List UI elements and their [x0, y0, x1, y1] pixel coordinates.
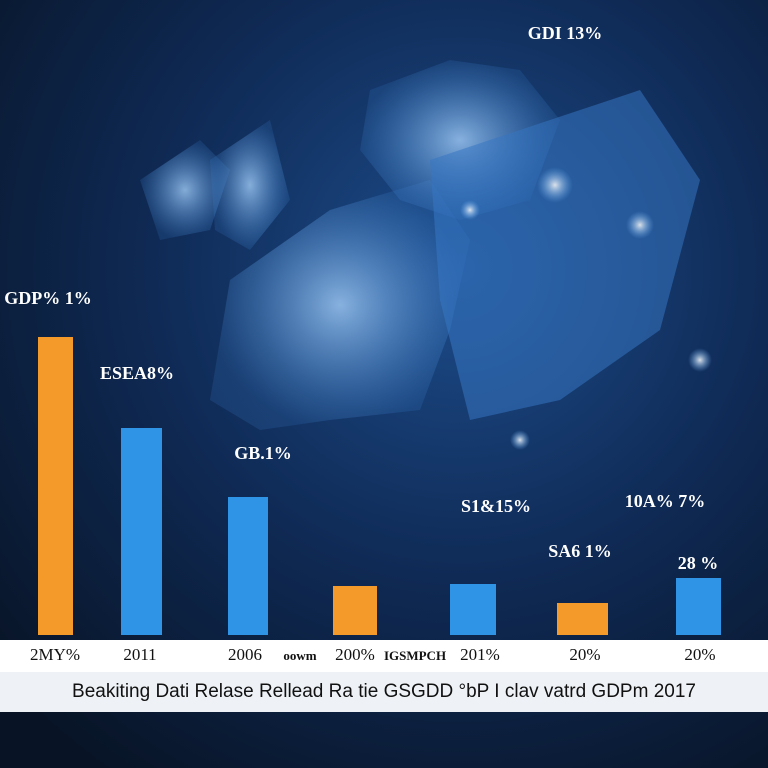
annotation: GB.1% [234, 443, 292, 463]
map-decoration [140, 60, 712, 450]
footer-strip [0, 672, 768, 712]
x-tick-label: 2MY% [30, 645, 80, 664]
x-tick-label: 200% [335, 645, 375, 664]
annotation: oowm [283, 648, 316, 663]
annotation: GDI 13% [528, 23, 603, 43]
annotation: SA6 1% [548, 541, 612, 561]
bar [121, 428, 162, 635]
annotation: ESEA8% [100, 363, 174, 383]
x-tick-label: 201% [460, 645, 500, 664]
label-strip [0, 640, 768, 672]
x-tick-label: 20% [569, 645, 600, 664]
annotation: S1&15% [461, 496, 531, 516]
bar [676, 578, 721, 635]
annotation: 10A% 7% [625, 491, 706, 511]
x-tick-label: 2011 [123, 645, 156, 664]
bar [38, 337, 73, 635]
bar [228, 497, 268, 635]
bar [450, 584, 496, 635]
x-tick-label: 20% [684, 645, 715, 664]
bar [557, 603, 608, 635]
annotation: 28 % [678, 553, 719, 573]
annotation: IGSMPCH [384, 648, 446, 663]
chart-title: Beakiting Dati Relase Rellead Ra tie GSG… [72, 681, 696, 702]
bar [333, 586, 377, 635]
annotation: GDP% 1% [4, 288, 92, 308]
x-tick-label: 2006 [228, 645, 262, 664]
